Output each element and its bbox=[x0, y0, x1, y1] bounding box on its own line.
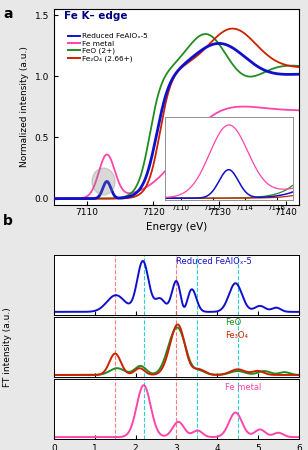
Text: FeO: FeO bbox=[225, 318, 241, 327]
Text: a: a bbox=[3, 7, 13, 21]
Text: Fe₃O₄: Fe₃O₄ bbox=[225, 331, 248, 340]
Text: Fe metal: Fe metal bbox=[225, 382, 262, 392]
X-axis label: Energy (eV): Energy (eV) bbox=[146, 222, 207, 232]
Y-axis label: Normalized intensity (a.u.): Normalized intensity (a.u.) bbox=[20, 46, 29, 167]
Text: Fe K– edge: Fe K– edge bbox=[64, 11, 127, 21]
Text: FT intensity (a.u.): FT intensity (a.u.) bbox=[3, 307, 12, 387]
Ellipse shape bbox=[92, 168, 115, 195]
Legend: Reduced FeAlOₓ-5, Fe metal, FeO (2+), Fe₂O₄ (2.66+): Reduced FeAlOₓ-5, Fe metal, FeO (2+), Fe… bbox=[65, 30, 151, 65]
Text: b: b bbox=[3, 214, 13, 228]
Text: Reduced FeAlOₓ-5: Reduced FeAlOₓ-5 bbox=[176, 256, 252, 266]
